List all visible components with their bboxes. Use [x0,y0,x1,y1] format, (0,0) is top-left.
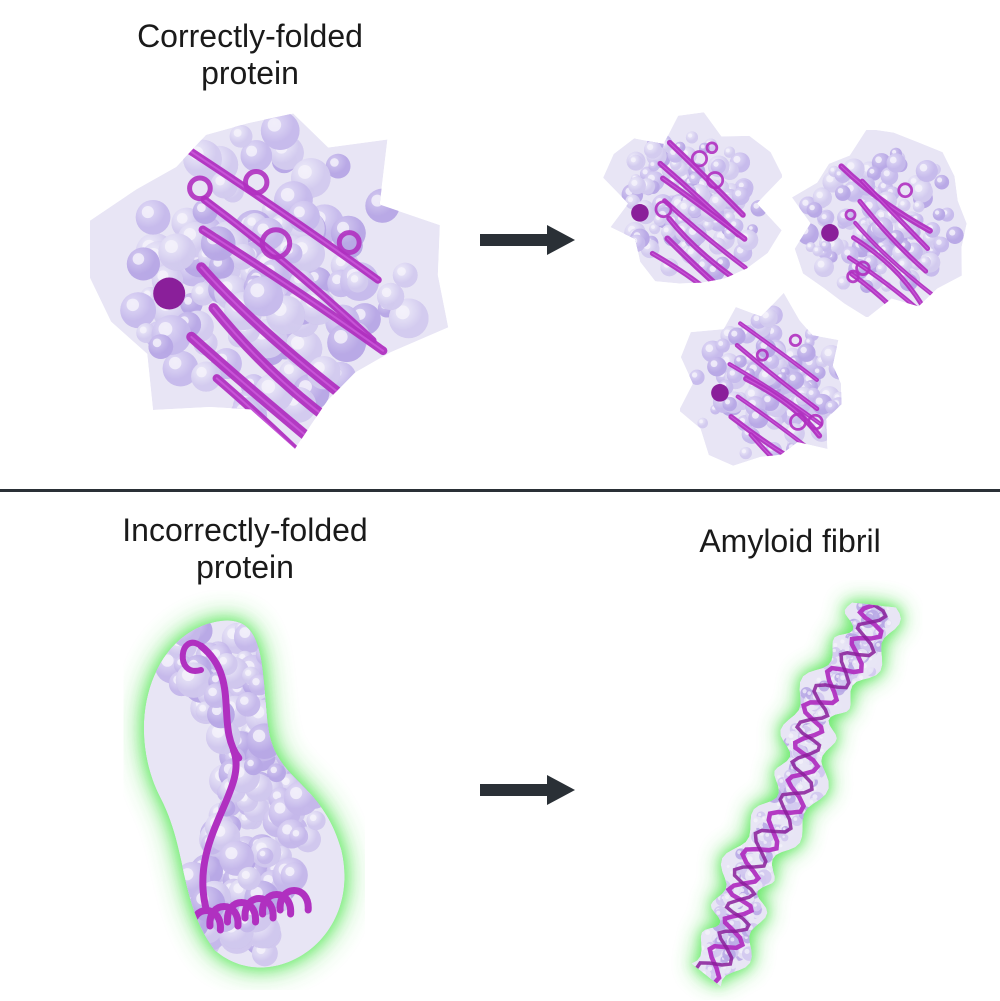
label-line: Correctly-folded [137,18,363,54]
label-correctly-folded: Correctly-folded protein [100,18,400,92]
label-amyloid-fibril: Amyloid fibril [640,523,940,560]
label-incorrectly-folded: Incorrectly-folded protein [95,512,395,586]
amyloid-fibril [640,580,940,1000]
protein-correct-small-1 [600,110,782,297]
arrow-top [475,215,605,265]
panel-divider [0,489,1000,492]
label-line: Amyloid fibril [699,523,880,559]
protein-correct-large [90,90,450,460]
label-line: Incorrectly-folded [122,512,367,548]
protein-correct-small-3 [680,290,862,477]
protein-correct-small-2 [790,130,972,317]
label-line: protein [201,55,299,91]
label-line: protein [196,549,294,585]
arrow-bottom [475,765,605,815]
protein-incorrect [120,590,390,990]
